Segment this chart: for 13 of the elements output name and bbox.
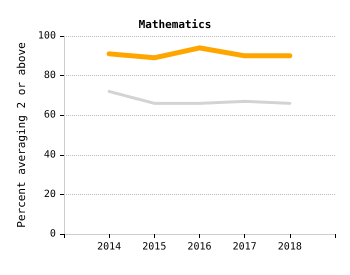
- x-tick-label: 2014: [97, 242, 122, 252]
- x-tick-label: 2015: [142, 242, 166, 252]
- x-tick-label: 2017: [232, 242, 257, 252]
- y-tick-label: 0: [50, 228, 56, 240]
- y-axis-title: Percent averaging 2 or above: [15, 42, 28, 228]
- chart-title: Mathematics: [138, 18, 212, 31]
- y-tick-label: 60: [44, 110, 56, 121]
- y-tick-label: 80: [44, 70, 56, 82]
- x-tick-label: 2018: [278, 242, 302, 252]
- y-tick-label: 100: [38, 30, 56, 42]
- x-tick-label: 2016: [187, 242, 212, 252]
- y-tick-label: 40: [44, 149, 56, 160]
- y-tick-label: 20: [44, 188, 56, 200]
